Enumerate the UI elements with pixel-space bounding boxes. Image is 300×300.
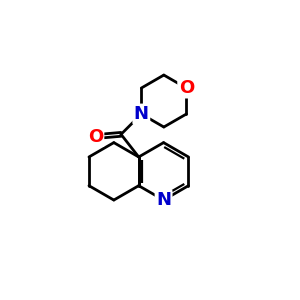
Text: N: N [156, 191, 171, 209]
Text: N: N [134, 105, 149, 123]
Text: O: O [88, 128, 103, 146]
Text: O: O [179, 79, 194, 97]
